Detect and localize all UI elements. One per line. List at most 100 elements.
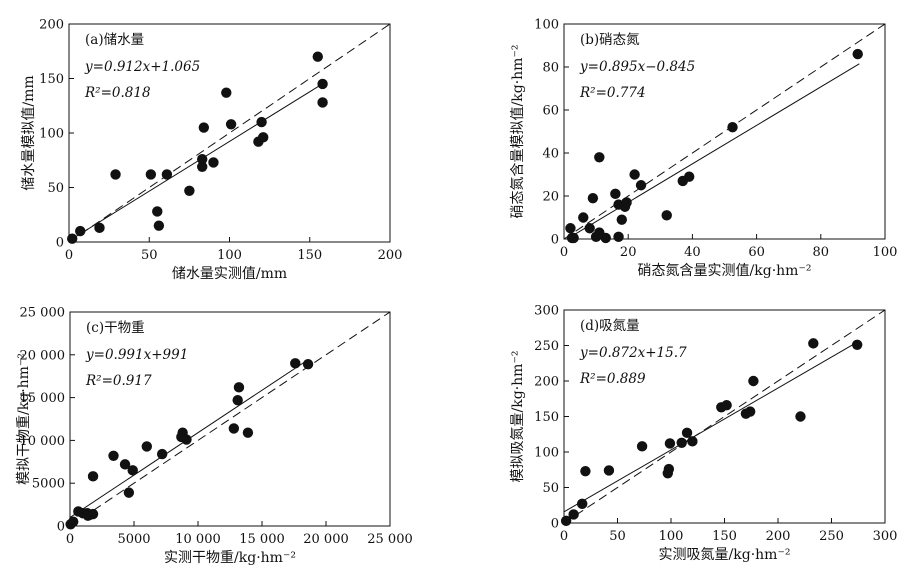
- y-tick-label: 0: [551, 233, 559, 248]
- data-point: [181, 434, 192, 445]
- x-tick-label: 150: [712, 529, 737, 544]
- panel-title: (b)硝态氮: [580, 32, 640, 48]
- plot-frame: [69, 311, 391, 527]
- regression-equation: y=0.991x+991: [85, 347, 188, 363]
- data-point: [613, 231, 624, 243]
- regression-equation: y=0.895x−0.845: [579, 59, 695, 75]
- data-point: [621, 197, 632, 208]
- data-point: [636, 441, 648, 452]
- y-tick-label: 60: [542, 104, 559, 119]
- data-point: [594, 152, 605, 163]
- regression-line: [564, 341, 859, 513]
- data-point: [141, 441, 152, 452]
- data-point: [75, 225, 86, 237]
- one-to-one-line: [564, 24, 885, 239]
- data-point: [687, 436, 698, 447]
- data-point: [197, 153, 208, 165]
- data-point: [578, 212, 589, 223]
- y-tick-label: 25 000: [20, 306, 66, 321]
- data-point: [228, 423, 240, 434]
- y-tick-label: 0: [57, 520, 65, 535]
- x-tick-label: 20 000: [303, 532, 349, 547]
- data-point: [681, 427, 693, 439]
- data-point: [721, 399, 732, 411]
- data-point: [87, 508, 99, 520]
- data-point: [184, 185, 195, 196]
- x-tick-label: 10 000: [175, 532, 221, 547]
- data-point: [560, 515, 572, 527]
- y-tick-label: 150: [39, 72, 64, 87]
- data-point: [635, 180, 647, 191]
- data-point: [232, 394, 243, 406]
- data-point: [748, 375, 759, 387]
- x-axis-label: 实测吸氮量/kg·hm⁻²: [659, 547, 791, 563]
- x-tick-label: 300: [873, 529, 898, 544]
- data-point: [68, 516, 79, 527]
- x-tick-label: 200: [378, 248, 403, 263]
- data-point: [152, 206, 163, 217]
- x-tick-label: 40: [684, 245, 701, 260]
- data-point: [110, 169, 121, 180]
- y-tick-label: 100: [39, 127, 64, 142]
- data-point: [127, 465, 138, 476]
- y-axis-label: 储水量模拟值/mm: [21, 75, 37, 190]
- data-point: [676, 437, 687, 448]
- data-point: [156, 448, 168, 460]
- x-axis-label: 储水量实测值/mm: [172, 266, 287, 282]
- data-point: [661, 210, 672, 221]
- regression-equation: y=0.872x+15.7: [579, 345, 687, 361]
- data-point: [851, 339, 863, 350]
- data-point: [568, 232, 579, 244]
- y-tick-label: 20 000: [20, 348, 66, 363]
- x-tick-label: 20: [620, 245, 637, 260]
- data-point: [119, 459, 131, 470]
- data-point: [587, 192, 599, 204]
- x-tick-label: 15 000: [239, 532, 285, 547]
- regression-line: [69, 83, 323, 242]
- x-tick-label: 0: [65, 248, 73, 263]
- one-to-one-line: [69, 24, 390, 242]
- x-tick-label: 5000: [117, 532, 150, 547]
- x-tick-label: 0: [560, 245, 568, 260]
- data-point: [600, 232, 611, 244]
- x-tick-label: 100: [217, 248, 242, 263]
- x-axis-label: 硝态氮含量实测值/kg·hm⁻²: [638, 263, 812, 279]
- data-point: [576, 498, 588, 510]
- data-point: [161, 169, 173, 180]
- panel-c: 0 5000 10 000 15 000 20 000 25 000 0 5000 10 000…: [16, 306, 413, 567]
- data-point: [242, 427, 254, 438]
- data-point: [221, 87, 232, 98]
- data-point: [67, 233, 78, 244]
- y-tick-label: 15 000: [20, 391, 66, 406]
- y-tick-label: 40: [542, 147, 559, 162]
- data-point: [317, 97, 328, 108]
- panel-a: 0 50 100 150 200 0 50 100 150 200 储水量实测值/mm 储水量模拟值/…: [21, 18, 402, 283]
- data-point: [852, 48, 863, 60]
- x-tick-label: 0: [66, 532, 74, 547]
- y-tick-label: 20: [542, 190, 559, 205]
- y-tick-label: 200: [39, 18, 64, 33]
- data-point: [258, 132, 269, 143]
- data-point: [808, 338, 819, 349]
- data-point: [580, 465, 591, 477]
- data-point: [145, 169, 157, 180]
- y-axis-label: 模拟吸氮量/kg·hm⁻²: [510, 351, 526, 483]
- panel-title: (c)干物重: [86, 320, 145, 336]
- data-point: [208, 157, 219, 168]
- data-point: [87, 471, 99, 482]
- y-tick-label: 100: [534, 446, 559, 461]
- data-point: [744, 406, 756, 417]
- data-point: [603, 465, 615, 476]
- data-point: [94, 222, 105, 234]
- x-tick-label: 0: [560, 529, 568, 544]
- panel-title: (a)储水量: [85, 32, 144, 48]
- data-point: [664, 438, 676, 449]
- x-tick-label: 60: [748, 245, 765, 260]
- y-tick-label: 80: [542, 61, 559, 76]
- data-point: [233, 382, 245, 393]
- regression-equation: y=0.912x+1.065: [84, 59, 200, 75]
- data-point: [795, 411, 806, 422]
- one-to-one-line: [564, 310, 885, 523]
- data-point: [290, 358, 301, 369]
- data-point: [584, 223, 595, 234]
